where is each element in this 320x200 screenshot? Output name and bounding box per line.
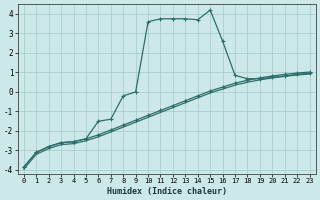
X-axis label: Humidex (Indice chaleur): Humidex (Indice chaleur) xyxy=(107,187,227,196)
